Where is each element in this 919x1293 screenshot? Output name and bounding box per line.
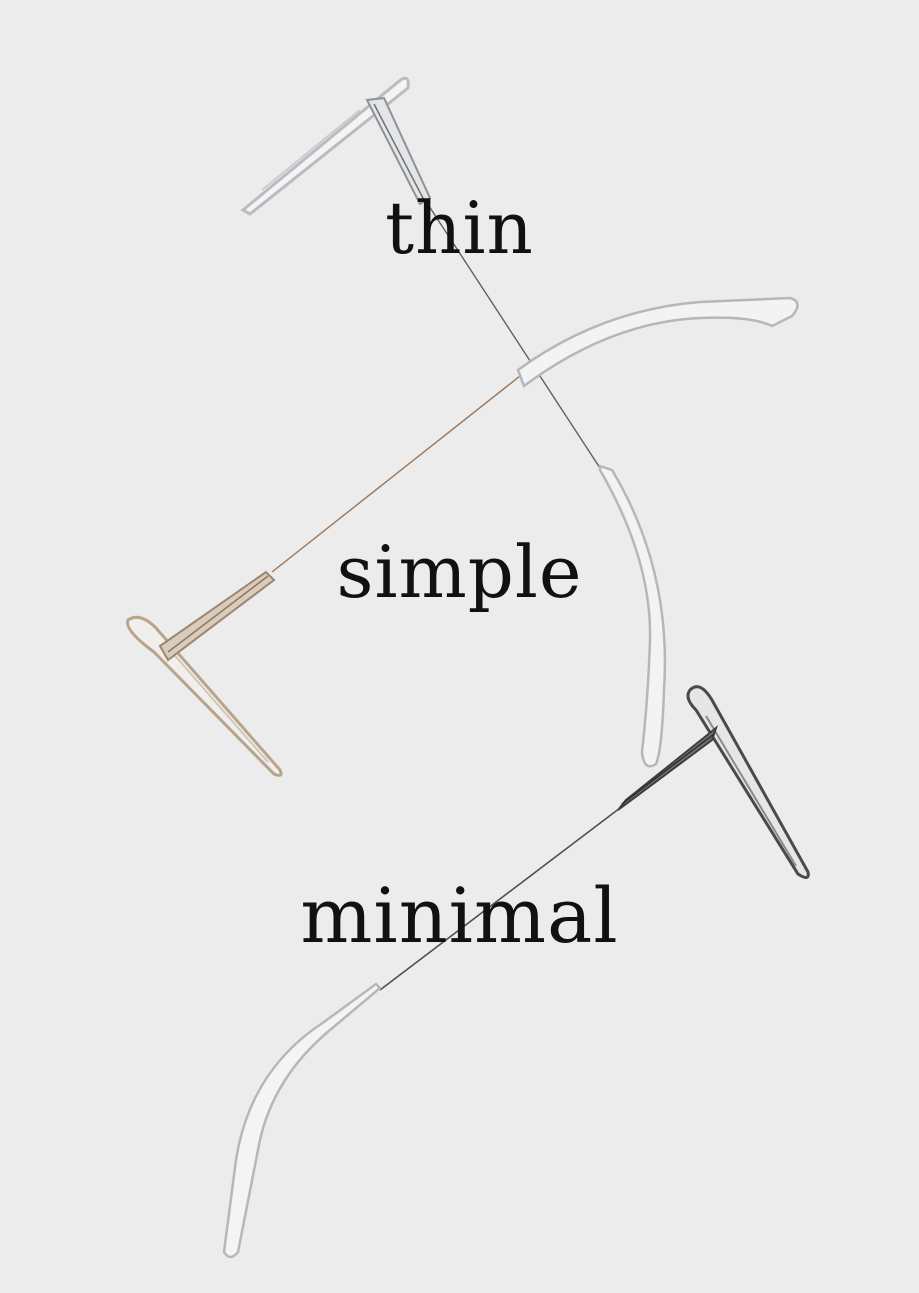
word-simple: simple [336,530,583,614]
word-thin: thin [385,186,534,270]
dark-temple-arm [222,685,810,1259]
gold-temple-arm [126,296,799,777]
clear-temple-arm [240,76,667,768]
word-minimal: minimal [300,871,619,960]
